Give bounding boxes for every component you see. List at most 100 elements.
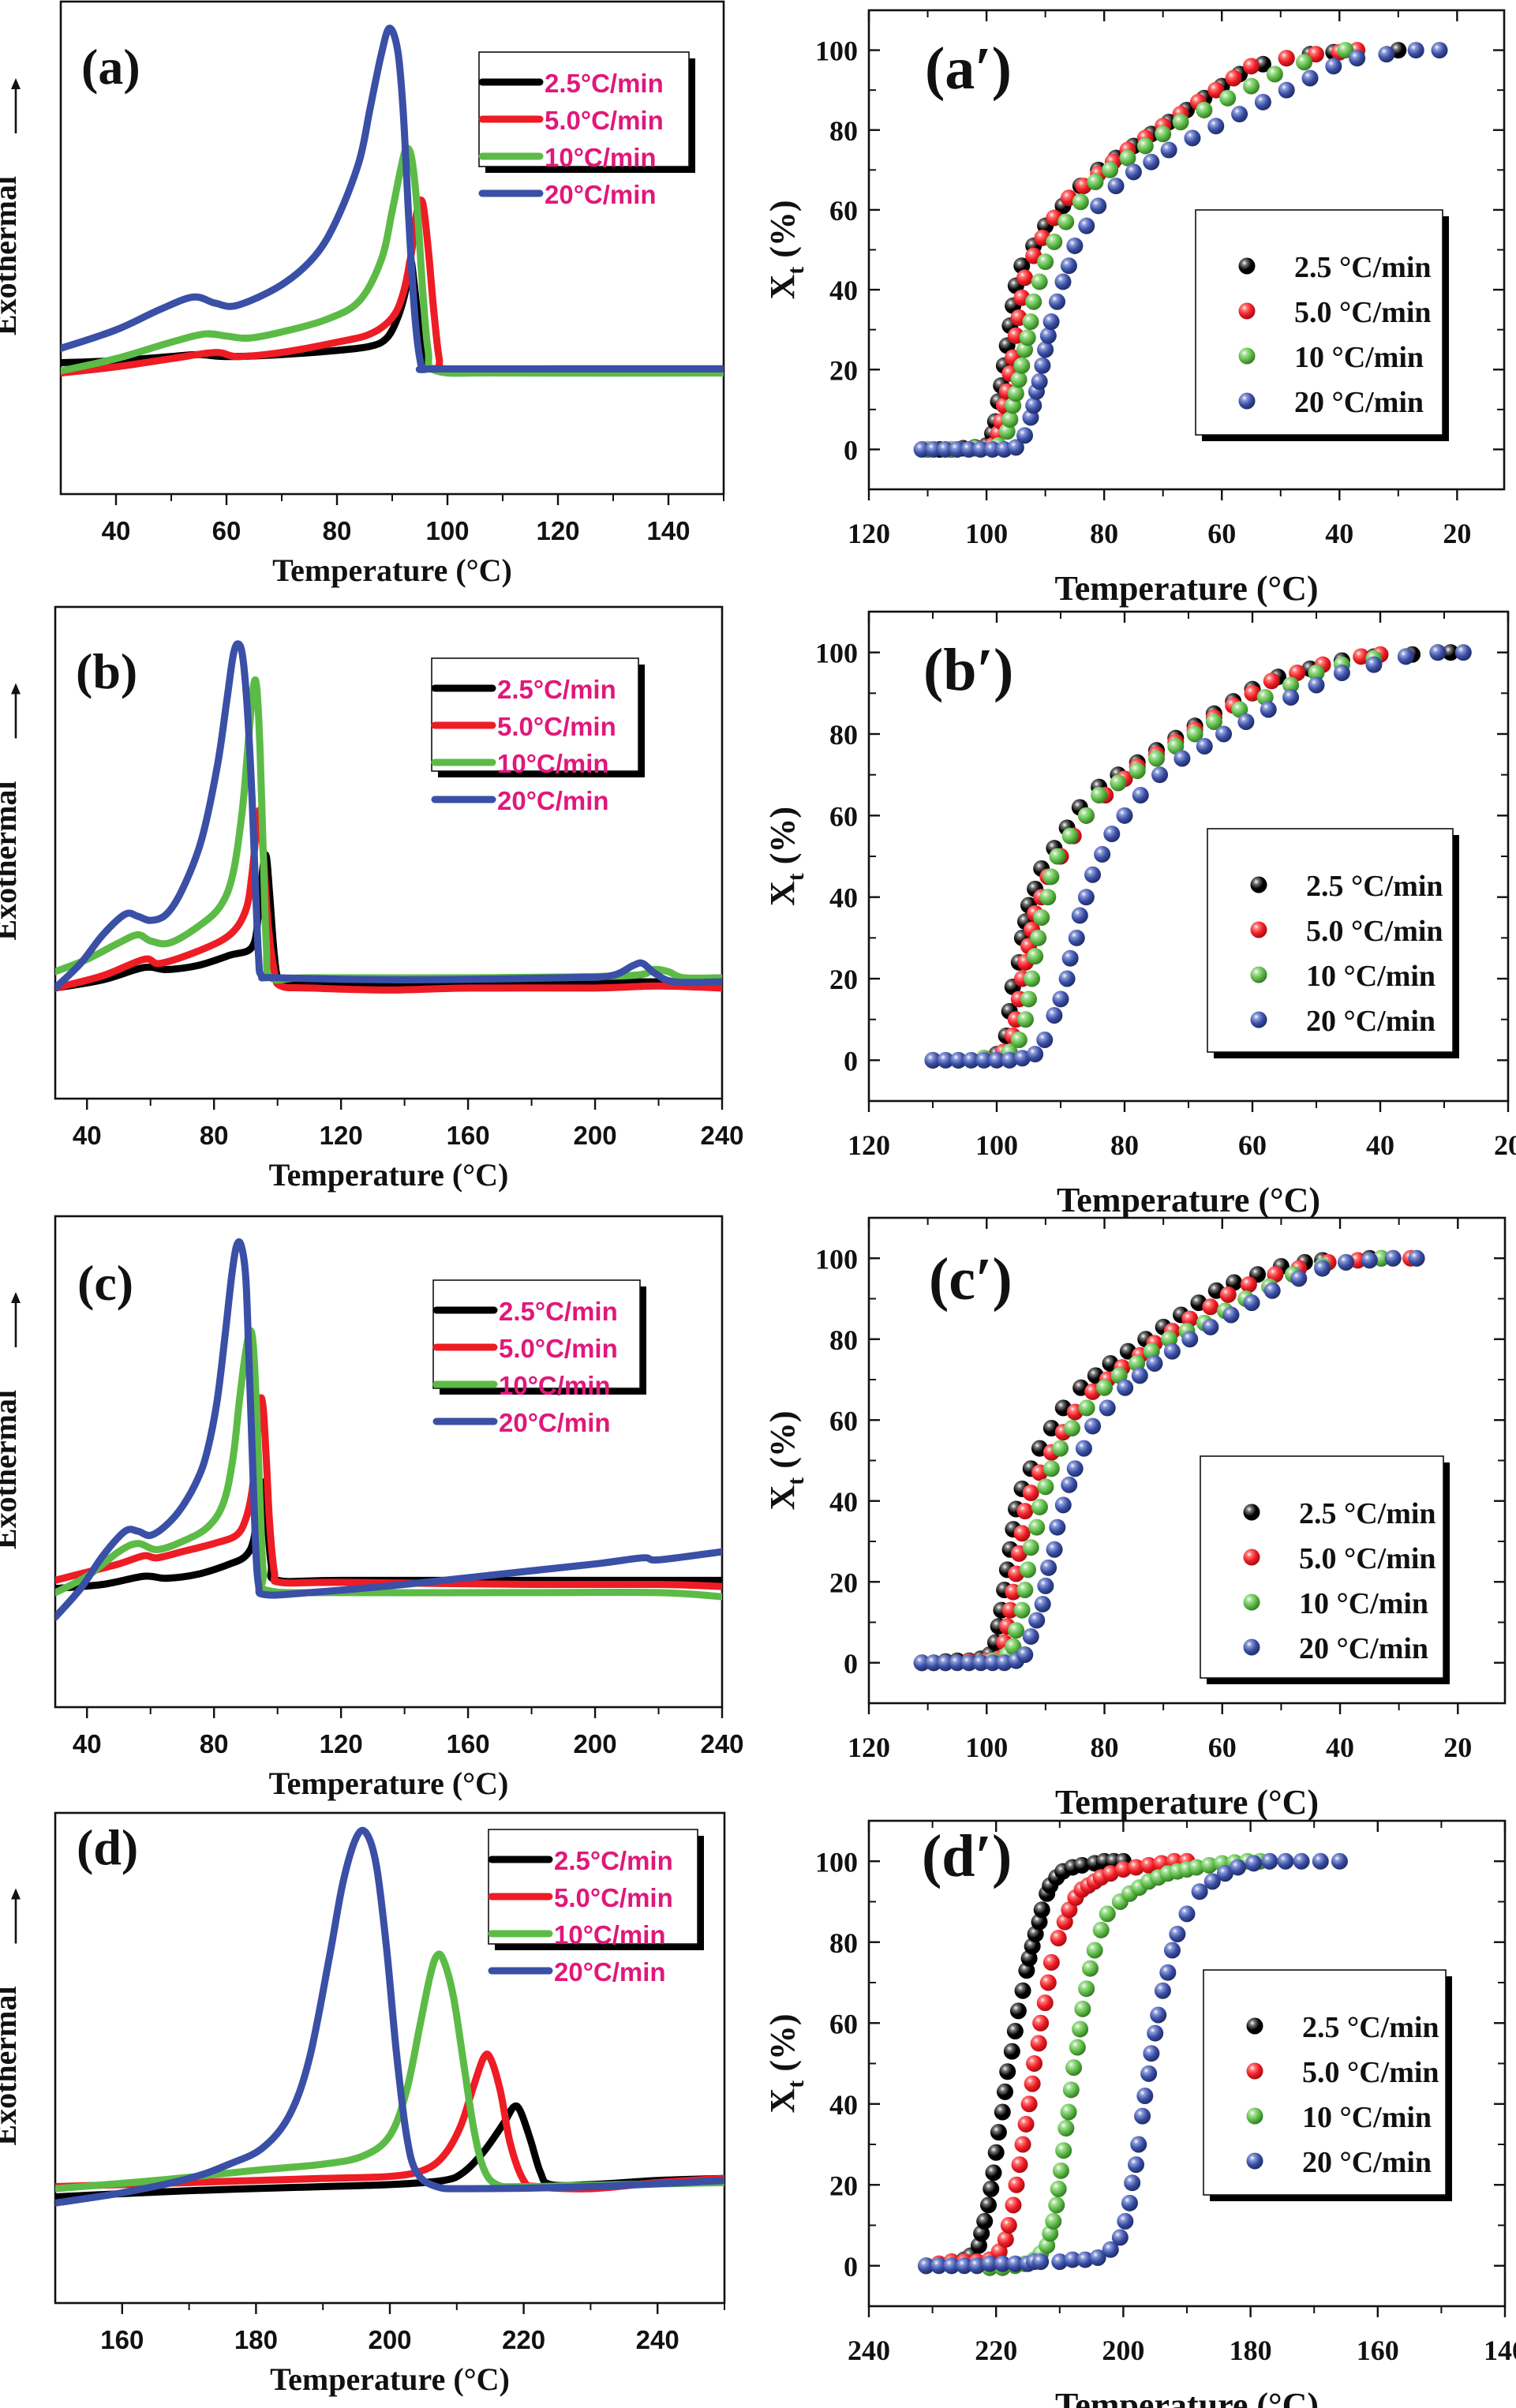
x-tick-label: 80 <box>200 1729 229 1758</box>
data-point <box>1020 991 1037 1008</box>
data-point <box>1125 163 1142 181</box>
y-axis-label: Xt (%) <box>763 807 809 906</box>
data-point <box>1091 787 1108 803</box>
data-point <box>913 440 930 458</box>
data-point <box>1006 2023 1024 2039</box>
data-point <box>1092 1921 1110 1938</box>
data-point <box>1001 1601 1019 1619</box>
data-point <box>1143 153 1160 170</box>
x-tick-label: 140 <box>646 516 690 545</box>
data-point <box>1022 1539 1039 1556</box>
data-point <box>1068 929 1085 946</box>
data-point <box>1296 54 1313 71</box>
data-point <box>1160 141 1177 159</box>
legend-marker <box>1238 347 1256 365</box>
data-point <box>1290 1270 1308 1287</box>
data-point <box>1143 2045 1160 2062</box>
x-tick-label: 160 <box>447 1121 490 1150</box>
data-point <box>1289 665 1306 681</box>
data-point <box>1408 1249 1425 1267</box>
data-point <box>1216 1865 1233 1882</box>
legend-marker <box>1246 2107 1263 2125</box>
data-point <box>1237 713 1255 730</box>
data-point <box>1293 1852 1310 1870</box>
x-axis-label: Temperature (°C) <box>1057 1181 1320 1219</box>
legend-marker <box>1250 921 1267 938</box>
y-tick-label: 20 <box>829 2170 858 2201</box>
plot-area <box>55 640 722 994</box>
legend-marker <box>1243 1638 1260 1656</box>
legend-marker <box>1238 302 1256 320</box>
data-point <box>1034 357 1051 374</box>
x-tick-label: 200 <box>368 2325 411 2354</box>
data-point <box>1020 2095 1038 2113</box>
plot-area <box>61 24 724 377</box>
y-tick-label: 60 <box>829 195 858 227</box>
legend-label: 5.0 °C/min <box>1302 2056 1439 2089</box>
legend-label: 5.0 °C/min <box>1294 296 1432 329</box>
data-point <box>1116 807 1133 824</box>
legend: 2.5 °C/min 5.0 °C/min 10 °C/min 20 °C/min <box>1195 209 1449 441</box>
y-axis-label: Xt (%) <box>763 200 809 299</box>
x-tick-label: 160 <box>1357 2335 1399 2366</box>
data-point <box>997 2230 1014 2248</box>
data-point <box>960 1654 978 1672</box>
data-point <box>1055 2142 1072 2159</box>
data-point <box>981 2255 998 2272</box>
x-tick-label: 120 <box>320 1729 363 1758</box>
data-point <box>1048 2196 1065 2214</box>
data-point <box>1077 889 1095 906</box>
legend-label: 10 °C/min <box>1302 2101 1432 2134</box>
data-point <box>1011 2156 1028 2174</box>
data-point <box>1278 50 1295 67</box>
y-tick-label: 20 <box>829 1567 858 1598</box>
data-point <box>1130 2136 1147 2153</box>
data-point <box>1200 1856 1218 1874</box>
data-point <box>1229 1859 1246 1876</box>
data-point <box>1087 174 1104 191</box>
data-point <box>1008 1622 1025 1639</box>
data-point <box>1353 648 1370 665</box>
data-point <box>1090 197 1107 215</box>
y-tick-label: 40 <box>829 2089 858 2121</box>
plot-area <box>918 1852 1348 2276</box>
data-point <box>1110 774 1127 792</box>
x-tick-label: 140 <box>1484 2335 1516 2366</box>
y-axis-label-x: X <box>763 1485 802 1511</box>
series-20 <box>913 42 1448 458</box>
y-tick-label: 60 <box>829 800 858 832</box>
data-point <box>1001 1051 1018 1069</box>
data-point <box>1181 1331 1199 1348</box>
data-point <box>1205 713 1222 730</box>
y-axis-label: Exothermal <box>0 1390 23 1549</box>
legend-box <box>1195 209 1443 436</box>
x-axis-label: Temperature (°C) <box>269 1766 509 1801</box>
x-tick-label: 240 <box>700 1729 743 1758</box>
legend-marker <box>1250 1011 1267 1028</box>
data-point <box>1111 2229 1129 2246</box>
data-point <box>1147 2024 1164 2042</box>
legend-label: 5.0°C/min <box>554 1883 673 1912</box>
data-point <box>1036 1032 1054 1048</box>
data-point <box>1084 866 1101 883</box>
data-point <box>1151 766 1169 784</box>
data-point <box>1006 2255 1024 2272</box>
legend-marker <box>1238 392 1256 410</box>
data-point <box>1128 2156 1145 2174</box>
data-point <box>1075 1440 1092 1457</box>
data-point <box>1014 1982 1031 1999</box>
legend-label: 10 °C/min <box>1299 1587 1428 1620</box>
data-point <box>1061 949 1079 967</box>
data-point <box>1016 1646 1034 1663</box>
legend-box <box>1207 828 1454 1053</box>
series-line-20 <box>55 1826 724 2207</box>
y-axis-label: Xt (%) <box>763 1410 809 1510</box>
data-point <box>1054 273 1072 290</box>
data-point <box>1131 1367 1148 1384</box>
legend: 2.5 °C/min 5.0 °C/min 10 °C/min 20 °C/min <box>1203 1969 1452 2201</box>
data-point <box>1173 750 1191 767</box>
data-point <box>963 1051 980 1069</box>
x-tick-label: 200 <box>574 1729 617 1758</box>
panel-c: 40 80 120 160 200 240 Temperature (°C) Exotherm… <box>0 1215 744 1801</box>
